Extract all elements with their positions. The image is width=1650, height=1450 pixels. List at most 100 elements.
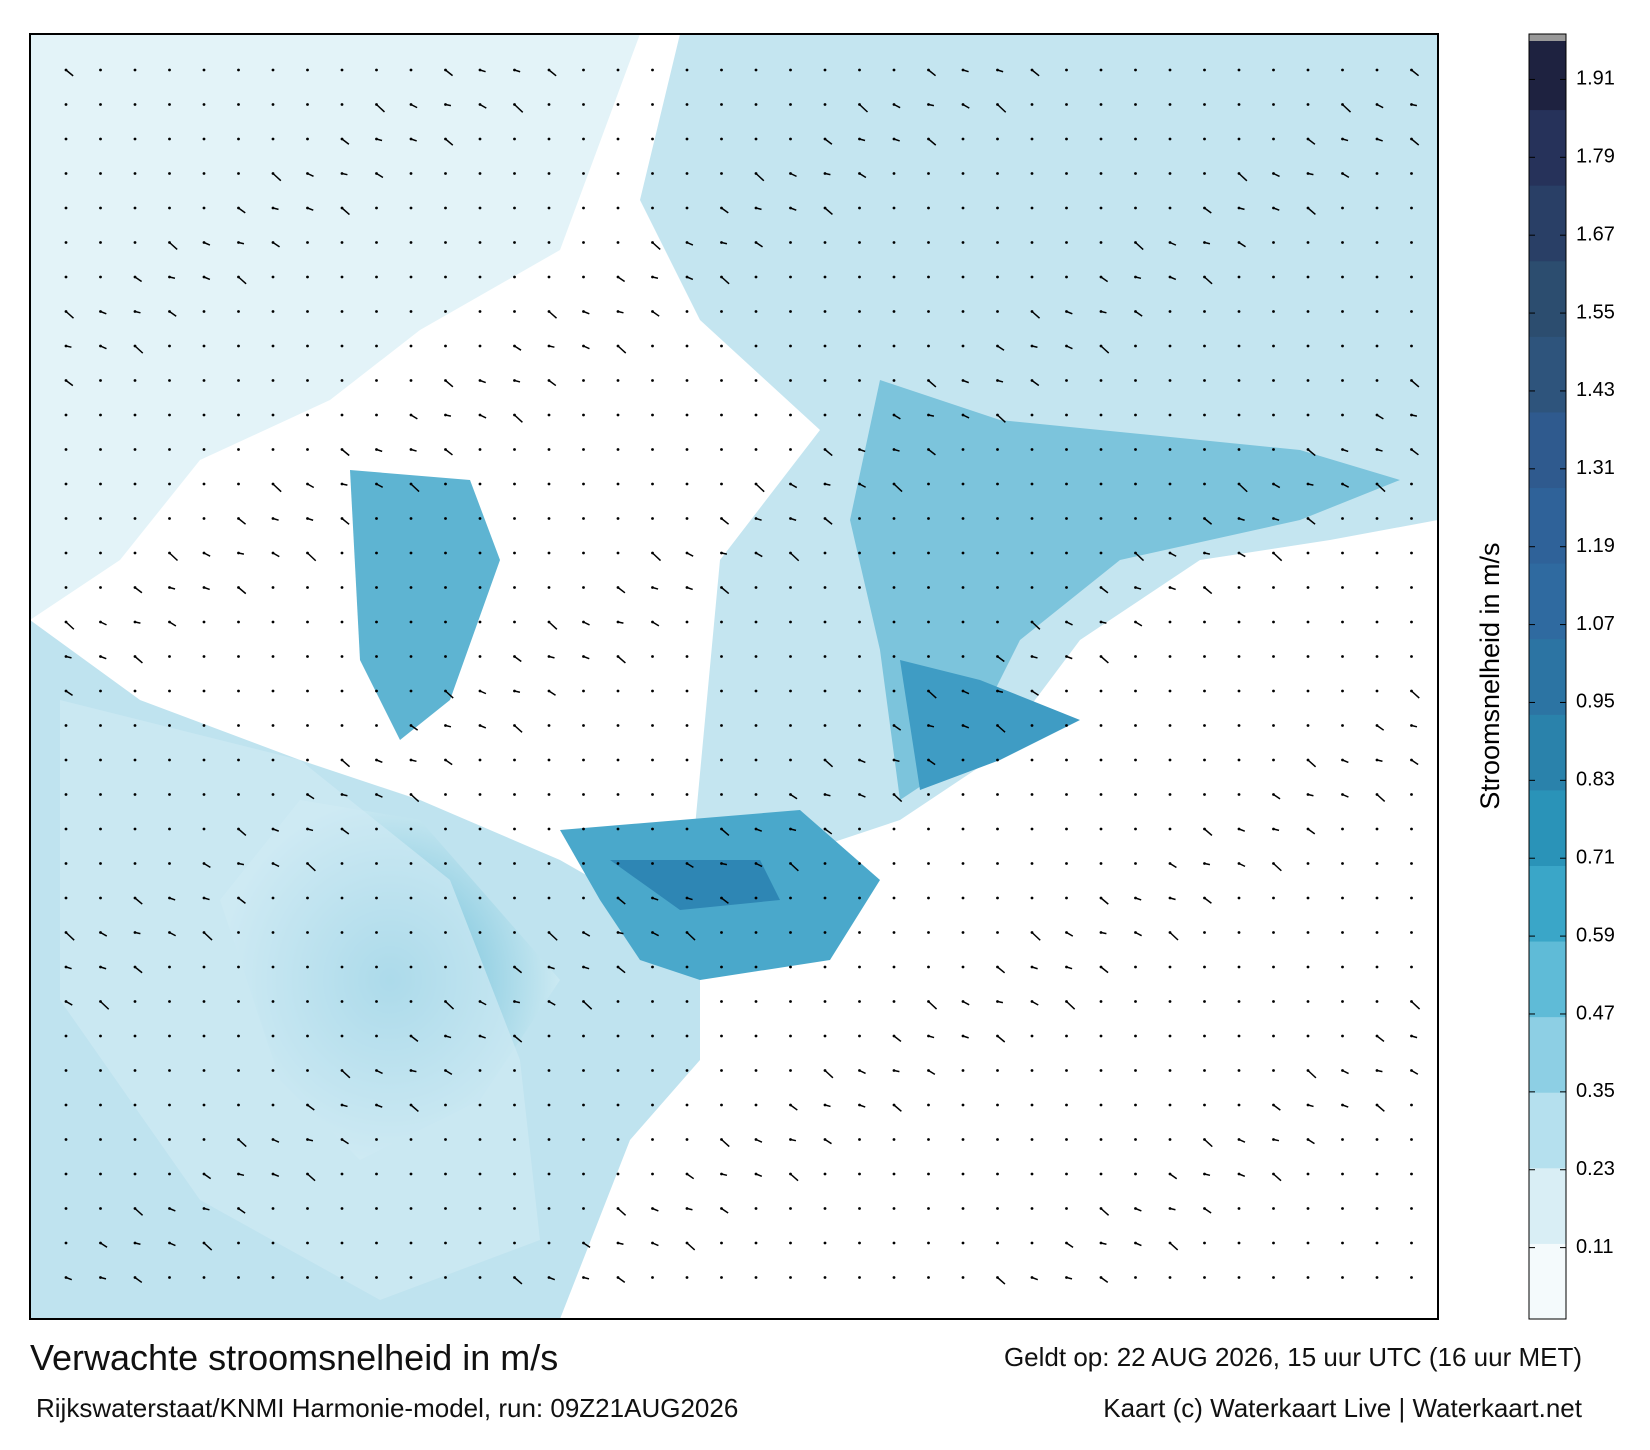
vector-dot [754, 896, 758, 900]
vector-dot [1237, 1034, 1241, 1038]
vector-dot [202, 1103, 206, 1107]
vector-arrow [203, 897, 210, 901]
vector-arrow [1273, 1104, 1281, 1111]
vector-arrow [1169, 241, 1177, 246]
vector-dot [133, 1034, 137, 1038]
vector-dot [513, 620, 516, 624]
vector-dot [409, 620, 413, 624]
vector-arrow [962, 103, 970, 109]
vector-dot [1065, 1138, 1068, 1141]
vector-dot [685, 1034, 689, 1038]
vector-dot [1099, 1172, 1103, 1176]
vector-dot [409, 689, 413, 693]
vector-dot [375, 1172, 378, 1176]
vector-dot [133, 103, 137, 106]
vector-dot [1306, 862, 1310, 865]
vector-dot [582, 517, 585, 520]
vector-dot [1272, 896, 1275, 900]
vector-dot [685, 1069, 689, 1072]
vector-arrow [1307, 793, 1314, 797]
vector-dot [1272, 1276, 1275, 1279]
vector-dot [1168, 655, 1172, 658]
vector-dot [582, 827, 585, 831]
vector-dot [961, 1138, 965, 1141]
vector-dot [1203, 655, 1206, 658]
vector-dot [789, 724, 792, 727]
vector-dot [892, 241, 896, 244]
vector-dot [754, 310, 758, 313]
vector-dot [1099, 413, 1103, 417]
vector-dot [513, 1138, 516, 1141]
vector-dot [168, 655, 171, 658]
vector-arrow [721, 586, 730, 595]
vector-dot [409, 344, 413, 348]
vector-dot [340, 1172, 344, 1176]
vector-dot [1134, 1172, 1137, 1176]
vector-dot [754, 68, 758, 72]
vector-dot [409, 655, 413, 658]
vector-dot [1065, 689, 1068, 693]
vector-dot [927, 862, 930, 865]
vector-dot [99, 482, 102, 486]
vector-dot [858, 241, 861, 244]
vector-dot [789, 965, 792, 969]
vector-dot [996, 517, 999, 520]
vector-dot [375, 310, 378, 313]
vector-dot [478, 137, 482, 141]
vector-dot [1341, 68, 1344, 72]
vector-dot [1168, 827, 1172, 831]
vector-arrow [1169, 862, 1177, 869]
vector-dot [1065, 241, 1068, 244]
vector-arrow [169, 310, 177, 317]
vector-arrow [65, 931, 75, 941]
vector-arrow [203, 552, 211, 557]
vector-dot [64, 551, 68, 555]
vector-dot [168, 1138, 171, 1141]
vector-arrow [617, 931, 624, 935]
vector-dot [1237, 344, 1241, 348]
vector-dot [513, 586, 516, 589]
vector-dot [168, 965, 171, 969]
vector-dot [1306, 655, 1310, 658]
vector-arrow [1169, 586, 1176, 591]
colorbar-tick-label: 1.43 [1576, 379, 1615, 401]
vector-dot [306, 379, 309, 382]
vector-dot [1134, 344, 1137, 348]
vector-dot [1272, 1034, 1275, 1038]
vector-dot [1203, 1103, 1206, 1107]
vector-arrow [375, 103, 386, 113]
vector-dot [478, 206, 482, 210]
vector-dot [1237, 724, 1241, 727]
vector-dot [168, 1276, 171, 1279]
vector-dot [858, 206, 861, 210]
vector-arrow [1031, 69, 1040, 77]
vector-dot [616, 448, 620, 451]
vector-dot [1065, 103, 1068, 106]
vector-dot [99, 551, 102, 555]
vector-dot [1237, 793, 1241, 796]
vector-dot [1030, 1241, 1034, 1245]
vector-dot [271, 689, 275, 693]
vector-arrow [238, 1207, 246, 1214]
vector-arrow [721, 897, 729, 904]
vector-dot [1203, 689, 1206, 693]
vector-dot [1410, 965, 1413, 969]
vector-dot [1306, 379, 1310, 382]
vector-dot [547, 206, 551, 210]
vector-arrow [410, 448, 417, 452]
vector-dot [720, 689, 723, 693]
vector-dot [996, 241, 999, 244]
vector-arrow [1411, 759, 1419, 766]
vector-arrow [651, 241, 661, 251]
vector-dot [616, 379, 620, 382]
vector-dot [202, 620, 206, 624]
vector-dot [685, 724, 689, 727]
vector-dot [720, 172, 723, 175]
vector-dot [168, 1172, 171, 1176]
vector-dot [1099, 1103, 1103, 1107]
vector-dot [1168, 172, 1172, 175]
vector-arrow [514, 1276, 523, 1285]
vector-dot [858, 689, 861, 693]
vector-arrow [1342, 138, 1349, 142]
vector-dot [513, 275, 516, 279]
